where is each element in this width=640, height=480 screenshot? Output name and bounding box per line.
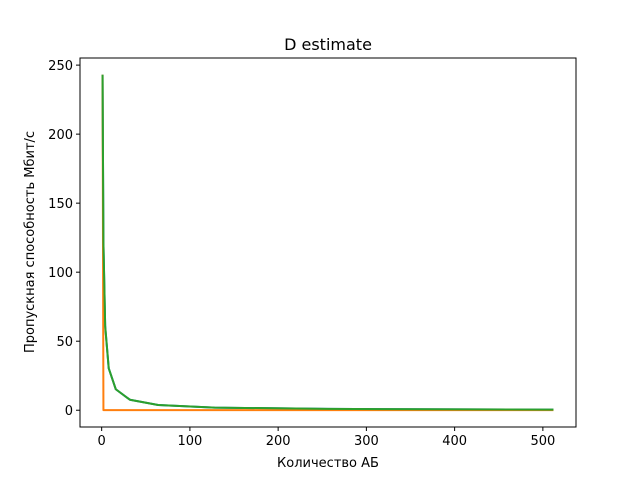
x-axis-label: Количество АБ <box>277 456 379 471</box>
y-tick-label: 50 <box>56 335 73 350</box>
series-line <box>101 74 554 411</box>
x-tick-label: 100 <box>177 434 202 449</box>
x-tick-label: 300 <box>354 434 379 449</box>
x-tick-label: 200 <box>266 434 291 449</box>
x-tick-label: 500 <box>530 434 555 449</box>
x-tick-label: 400 <box>442 434 467 449</box>
y-tick-label: 150 <box>48 197 73 212</box>
x-tick-label: 0 <box>98 434 106 449</box>
y-tick-label: 250 <box>48 59 73 74</box>
y-tick-label: 0 <box>65 404 73 419</box>
y-tick-label: 200 <box>48 128 73 143</box>
plot-frame <box>79 57 577 428</box>
chart-title: D estimate <box>284 35 372 54</box>
y-axis-label: Пропускная способность Мбит/с <box>23 131 38 353</box>
y-tick-label: 100 <box>48 266 73 281</box>
series-line <box>101 74 554 412</box>
series-line <box>101 74 554 411</box>
